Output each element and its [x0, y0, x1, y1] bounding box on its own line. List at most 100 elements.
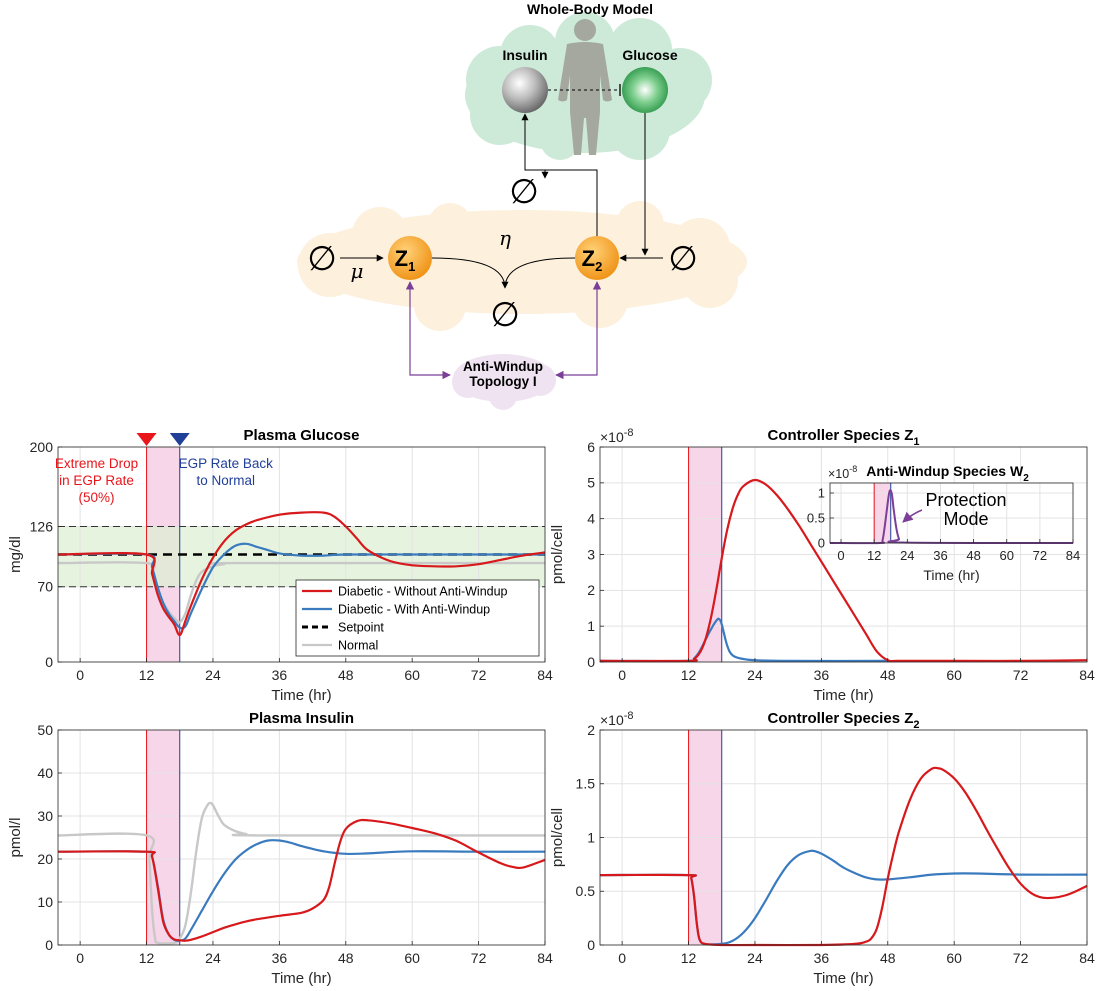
z1-inset-axes-box: [829, 482, 1074, 544]
z2-exponent-label: ×10-8: [600, 710, 634, 728]
insulin-xtick-label: 0: [76, 950, 84, 966]
null-sink-bottom: ∅: [490, 296, 520, 334]
glucose-xtick-label: 12: [139, 667, 155, 683]
z2-xtick-label: 72: [1013, 950, 1029, 966]
insulin-xlabel: Time (hr): [271, 970, 331, 987]
z1-node: [388, 236, 432, 280]
glucose-legend-label-3: Normal: [338, 639, 378, 653]
antiwindup-cloud: [452, 354, 556, 410]
insulin-label: Insulin: [502, 47, 547, 63]
z1-inset-plot: 0 12 24 36 48 60 72 84 0 0.5 1 Anti-Windup Species …: [807, 463, 1080, 583]
antiwindup-z1-edge: [405, 281, 451, 380]
glucose-ytick-label: 0: [45, 654, 53, 670]
glucose-marker-triangle-1: [169, 433, 190, 446]
glucose-xtick-label: 60: [404, 667, 420, 683]
glucose-legend-label-2: Setpoint: [338, 621, 384, 635]
glucose-series-2: [57, 542, 545, 630]
z2-ytick-label: 1: [587, 829, 595, 845]
glucose-axes-box: [57, 446, 546, 663]
z1-ytick-label: 0: [587, 654, 595, 670]
glucose-marker-note-1: EGP Rate Back: [179, 456, 274, 471]
insulin-xtick-label: 72: [471, 950, 487, 966]
z1-inset-ytick-label: 0.5: [807, 511, 825, 526]
z1-inset-ytick-label: 1: [818, 486, 825, 501]
glucose-xlabel: Time (hr): [271, 687, 331, 704]
glucose-ytick-label: 126: [30, 518, 54, 534]
diagram-title: Whole-Body Model: [527, 1, 653, 17]
glucose-ytick-label: 70: [37, 579, 53, 595]
insulin-xtick-label: 12: [139, 950, 155, 966]
z1-inset-xtick-label: 84: [1066, 548, 1080, 563]
glucose-xtick-label: 48: [338, 667, 354, 683]
insulin-ytick-label: 40: [37, 765, 53, 781]
z2-xtick-label: 12: [681, 950, 697, 966]
z1-xtick-label: 0: [618, 667, 626, 683]
z1-xlabel: Time (hr): [813, 687, 873, 704]
z2-title: Controller Species Z2: [768, 710, 920, 731]
insulin-xtick-label: 36: [272, 950, 288, 966]
insulin-xtick-label: 48: [338, 950, 354, 966]
z2-ytick-label: 0.5: [576, 883, 596, 899]
z1-label: Z1: [395, 246, 416, 274]
mu-label: μ: [351, 259, 364, 283]
z2-xlabel: Time (hr): [813, 970, 873, 987]
glucose-label: Glucose: [622, 47, 677, 63]
z2-ytick-label: 2: [587, 722, 595, 738]
insulin-xtick-label: 84: [537, 950, 553, 966]
glucose-marker-note-1: to Normal: [196, 473, 255, 488]
z1-ytick-label: 5: [587, 475, 595, 491]
z1-ytick-label: 2: [587, 582, 595, 598]
z2-xtick-label: 48: [880, 950, 896, 966]
z1-inset-xtick-label: 12: [867, 548, 881, 563]
insulin-xtick-label: 24: [205, 950, 221, 966]
eta-label: η: [499, 226, 511, 250]
glucose-ytick-label: 200: [30, 439, 54, 455]
glucose-xtick-label: 84: [537, 667, 553, 683]
z1-xtick-label: 84: [1079, 667, 1095, 683]
z1-xtick-label: 12: [681, 667, 697, 683]
insulin-ytick-label: 30: [37, 808, 53, 824]
insulin-series-0: [57, 801, 546, 945]
insulin-ylabel: pmol/l: [7, 817, 24, 857]
z1-xtick-label: 48: [880, 667, 896, 683]
insulin-series-2: [57, 818, 546, 942]
glucose-series-3: [57, 511, 546, 637]
z1-inset-xtick-label: 60: [999, 548, 1013, 563]
insulin-plot: 0 12 24 36 48 60 72 84 0 10 20 30 40 50 Plasma Insulin…: [7, 710, 553, 987]
glucose-marker-triangle-0: [136, 433, 157, 446]
insulin-node: [502, 67, 548, 113]
network-diagram: Whole-Body Model Insulin Glucose Z1 Z2 ∅…: [297, 1, 747, 410]
z1-series-1: [599, 478, 1088, 663]
z1-ytick-label: 6: [587, 439, 595, 455]
insulin-xtick-label: 60: [404, 950, 420, 966]
z2-xtick-label: 24: [747, 950, 763, 966]
z1-inset-xlabel: Time (hr): [923, 567, 979, 583]
z2-series-1: [599, 766, 1088, 947]
z2-xtick-label: 60: [946, 950, 962, 966]
z1-inset-xtick-label: 48: [966, 548, 980, 563]
glucose-xtick-label: 24: [205, 667, 221, 683]
human-body-icon: [558, 19, 612, 155]
z1-inset-annotation-arrow: [902, 509, 923, 523]
glucose-xtick-label: 0: [76, 667, 84, 683]
z1-ytick-label: 1: [587, 618, 595, 634]
z1-xtick-label: 60: [946, 667, 962, 683]
z1-exponent-label: ×10-8: [600, 427, 634, 445]
z1-inset-annotation-1: Protection: [925, 490, 1006, 510]
insulin-ytick-label: 10: [37, 894, 53, 910]
z2-plot: 0 12 24 36 48 60 72 84 0 0.5 1 1.5 2 Controller Speci…: [549, 710, 1095, 987]
glucose-xtick-label: 72: [471, 667, 487, 683]
antiwindup-z2-edge: [555, 281, 602, 380]
z2-to-insulin-edge: [521, 113, 598, 238]
antiwindup-label-line1: Anti-Windup: [463, 359, 543, 374]
z1-inset-series-0: [829, 489, 1074, 545]
glucose-marker-note-0: in EGP Rate: [59, 473, 134, 488]
z2-node: [575, 236, 619, 280]
null-sink-top: ∅: [509, 173, 539, 211]
z2-xtick-label: 84: [1079, 950, 1095, 966]
z1-inset-xtick-label: 72: [1033, 548, 1047, 563]
z1-title: Controller Species Z1: [768, 427, 920, 448]
